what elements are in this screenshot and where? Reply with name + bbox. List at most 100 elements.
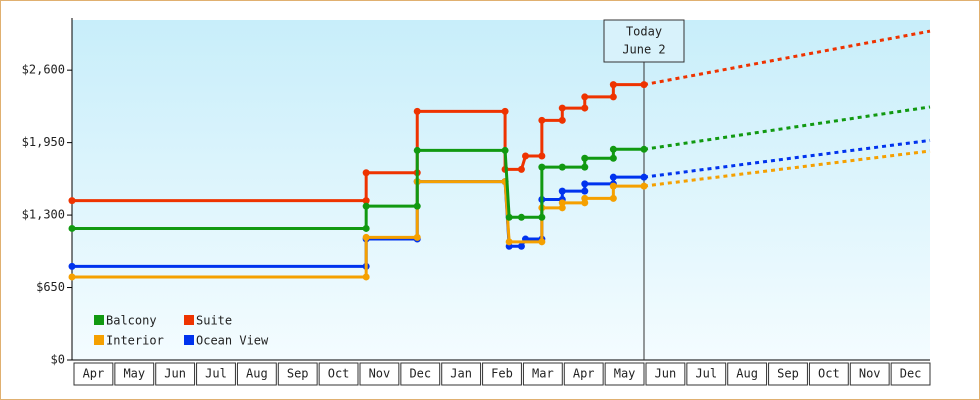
x-cell xyxy=(849,362,890,386)
x-cell xyxy=(563,362,604,386)
x-cell xyxy=(277,362,318,386)
price-point xyxy=(640,173,648,181)
price-point xyxy=(609,182,617,190)
today-box xyxy=(603,19,685,63)
price-point xyxy=(538,213,546,221)
x-tick-label: May xyxy=(614,367,636,381)
price-point xyxy=(538,163,546,171)
price-point xyxy=(640,145,648,153)
price-line xyxy=(72,180,644,279)
y-tick-label: $1,950 xyxy=(22,135,65,149)
price-point xyxy=(501,146,509,154)
y-tick-label: $650 xyxy=(36,280,65,294)
x-tick-label: Jun xyxy=(655,367,677,381)
price-point xyxy=(581,154,589,162)
price-point xyxy=(558,187,566,195)
y-tick-label: $2,600 xyxy=(22,63,65,77)
forecast-line xyxy=(643,29,931,87)
x-tick-label: Sep xyxy=(777,367,799,381)
price-point xyxy=(558,199,566,207)
x-tick-label: Nov xyxy=(369,367,391,381)
x-cell xyxy=(686,362,727,386)
price-point xyxy=(362,202,370,210)
x-tick-label: Jan xyxy=(450,367,472,381)
x-cell xyxy=(604,362,645,386)
price-point xyxy=(413,107,421,115)
plot-area xyxy=(72,20,930,360)
x-tick-label: Jun xyxy=(164,367,186,381)
price-point xyxy=(413,202,421,210)
price-point xyxy=(68,197,76,205)
price-line xyxy=(72,175,644,268)
price-point xyxy=(362,273,370,281)
legend-label: Balcony xyxy=(106,314,157,328)
x-tick-label: Sep xyxy=(287,367,309,381)
legend-swatch xyxy=(94,315,104,325)
x-tick-label: Apr xyxy=(573,367,595,381)
price-point xyxy=(538,238,546,246)
price-point xyxy=(362,224,370,232)
legend-swatch xyxy=(184,315,194,325)
today-label: June 2 xyxy=(622,43,665,57)
price-point xyxy=(505,213,513,221)
price-point xyxy=(581,180,589,188)
price-point xyxy=(558,104,566,112)
price-line xyxy=(72,147,644,230)
x-tick-label: May xyxy=(123,367,145,381)
x-tick-label: Mar xyxy=(532,367,554,381)
x-cell xyxy=(768,362,808,386)
price-point xyxy=(68,262,76,270)
x-cell xyxy=(808,362,849,386)
forecast-line xyxy=(643,105,931,151)
x-cell xyxy=(522,362,563,386)
x-cell xyxy=(645,362,686,386)
x-tick-label: Feb xyxy=(491,367,513,381)
x-cell xyxy=(359,362,400,386)
price-point xyxy=(362,233,370,241)
x-tick-label: Aug xyxy=(246,367,268,381)
x-tick-label: Nov xyxy=(859,367,881,381)
x-tick-label: Aug xyxy=(736,367,758,381)
price-point xyxy=(413,146,421,154)
x-cell xyxy=(890,362,931,386)
price-point xyxy=(68,273,76,281)
forecast-line xyxy=(643,149,931,188)
forecast-line xyxy=(643,138,931,179)
x-cell xyxy=(482,362,522,386)
price-point xyxy=(609,173,617,181)
price-point xyxy=(517,213,525,221)
price-point xyxy=(505,238,513,246)
price-point xyxy=(581,187,589,195)
price-point xyxy=(609,194,617,202)
legend-swatch xyxy=(94,335,104,345)
x-cell xyxy=(441,362,482,386)
price-point xyxy=(558,116,566,124)
price-point xyxy=(609,93,617,101)
x-cell xyxy=(196,362,236,386)
price-point xyxy=(538,152,546,160)
x-tick-label: Jul xyxy=(695,367,717,381)
today-label: Today xyxy=(626,25,662,39)
price-point xyxy=(558,163,566,171)
legend-label: Suite xyxy=(196,314,232,328)
x-cell xyxy=(727,362,768,386)
x-tick-label: Dec xyxy=(409,367,431,381)
price-point xyxy=(501,107,509,115)
legend-label: Interior xyxy=(106,334,164,348)
price-point xyxy=(517,242,525,250)
x-tick-label: Apr xyxy=(83,367,105,381)
price-point xyxy=(609,81,617,89)
price-line xyxy=(72,83,644,203)
price-point xyxy=(581,104,589,112)
price-point xyxy=(362,197,370,205)
price-point xyxy=(640,81,648,89)
price-point xyxy=(581,194,589,202)
x-tick-label: Jul xyxy=(205,367,227,381)
x-tick-label: Oct xyxy=(328,367,350,381)
legend-swatch xyxy=(184,335,194,345)
x-tick-label: Oct xyxy=(818,367,840,381)
price-point xyxy=(640,182,648,190)
x-tick-label: Dec xyxy=(900,367,922,381)
x-cell xyxy=(114,362,155,386)
price-point xyxy=(581,93,589,101)
